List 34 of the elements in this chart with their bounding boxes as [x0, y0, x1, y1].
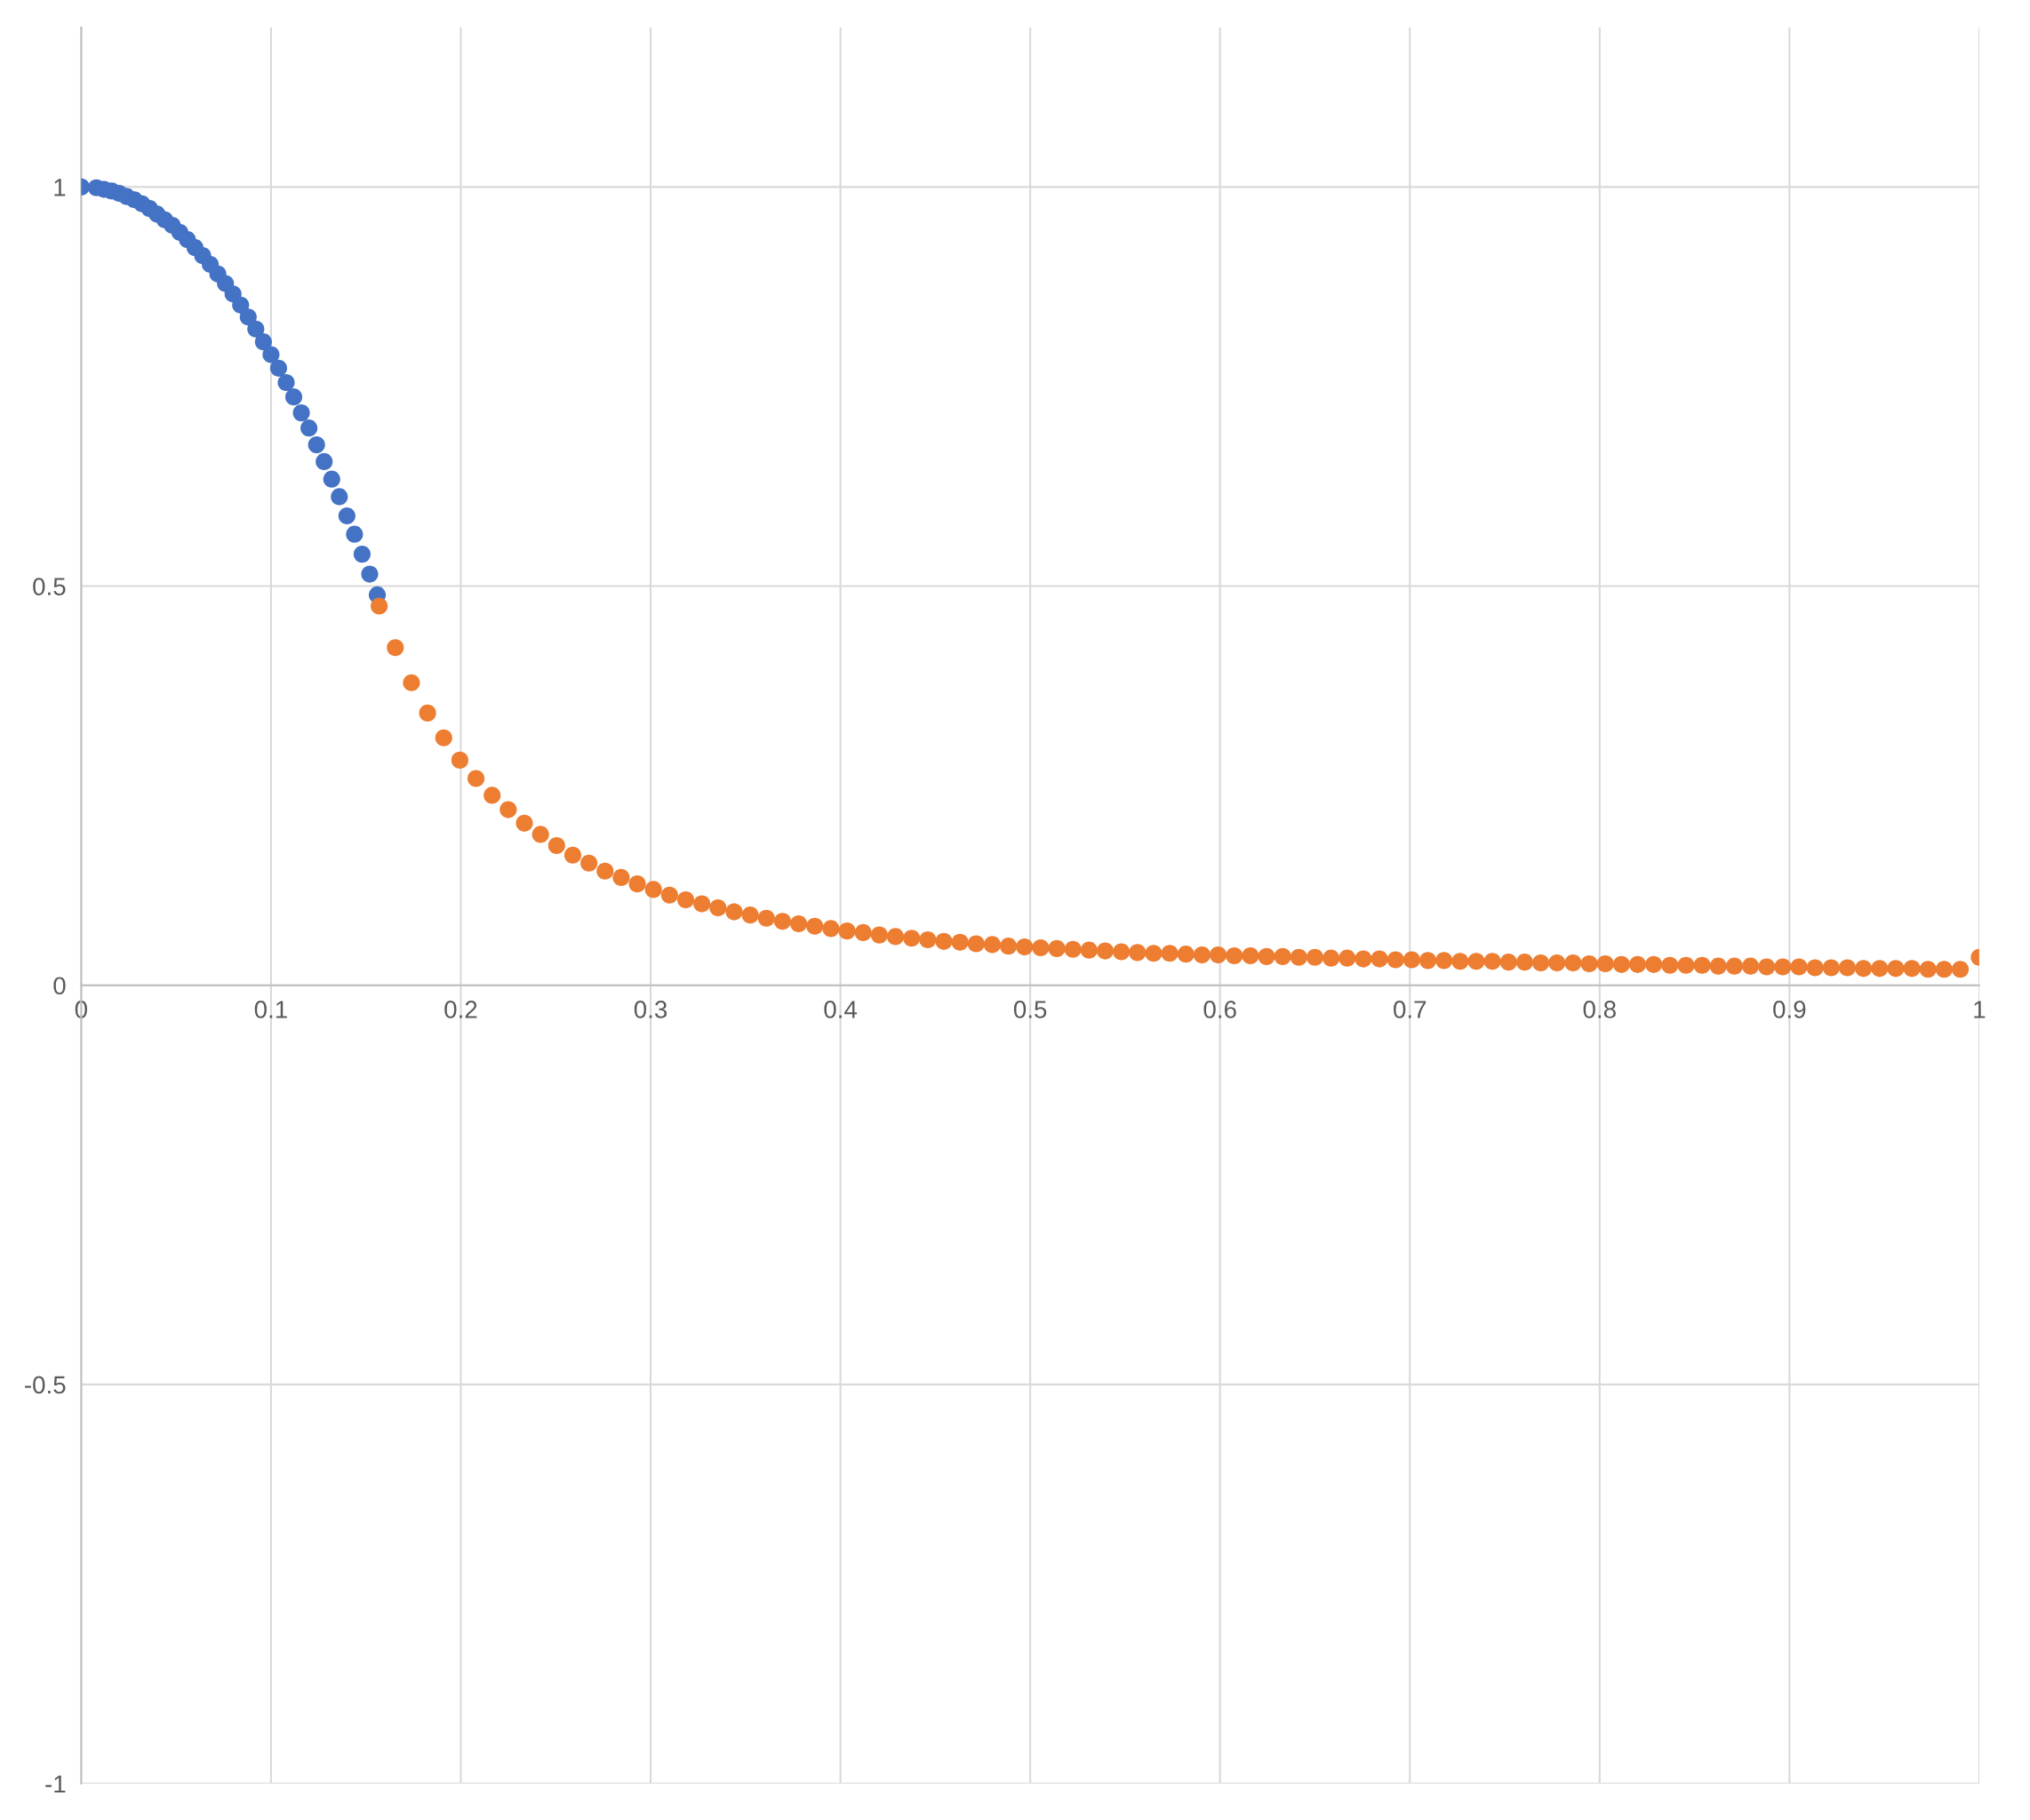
point: [269, 359, 288, 377]
y-tick-label: -1: [45, 1775, 66, 1793]
y-tick-label: 0.5: [33, 578, 66, 595]
point: [277, 373, 295, 392]
point: [300, 419, 318, 437]
point: [316, 452, 333, 470]
point: [239, 308, 257, 326]
x-tick-label: 0: [75, 1001, 87, 1018]
point: [247, 320, 265, 338]
point: [323, 470, 340, 488]
x-tick-label: 0.7: [1394, 1001, 1427, 1018]
x-tick-label: 0.6: [1203, 1001, 1236, 1018]
point: [331, 488, 348, 506]
y-tick-label: 0: [53, 977, 66, 995]
point: [232, 296, 250, 314]
point: [353, 546, 371, 563]
x-tick-label: 0.5: [1013, 1001, 1047, 1018]
y-tick-label: -0.5: [25, 1376, 66, 1394]
point: [262, 346, 280, 363]
y-tick-label: 1: [54, 179, 66, 196]
x-tick-label: 0.3: [634, 1001, 667, 1018]
point: [284, 388, 303, 406]
point: [361, 565, 379, 583]
point: [338, 507, 356, 525]
point: [254, 333, 272, 351]
x-tick-label: 0.2: [444, 1001, 477, 1018]
x-tick-label: 0.9: [1773, 1001, 1806, 1018]
x-tick-label: 0.8: [1583, 1001, 1616, 1018]
point: [292, 404, 310, 422]
point: [308, 435, 325, 454]
x-tick-label: 0.1: [254, 1001, 287, 1018]
x-tick-label: 1: [1974, 1001, 1986, 1018]
x-tick-label: 0.4: [824, 1001, 858, 1018]
point: [346, 525, 364, 543]
